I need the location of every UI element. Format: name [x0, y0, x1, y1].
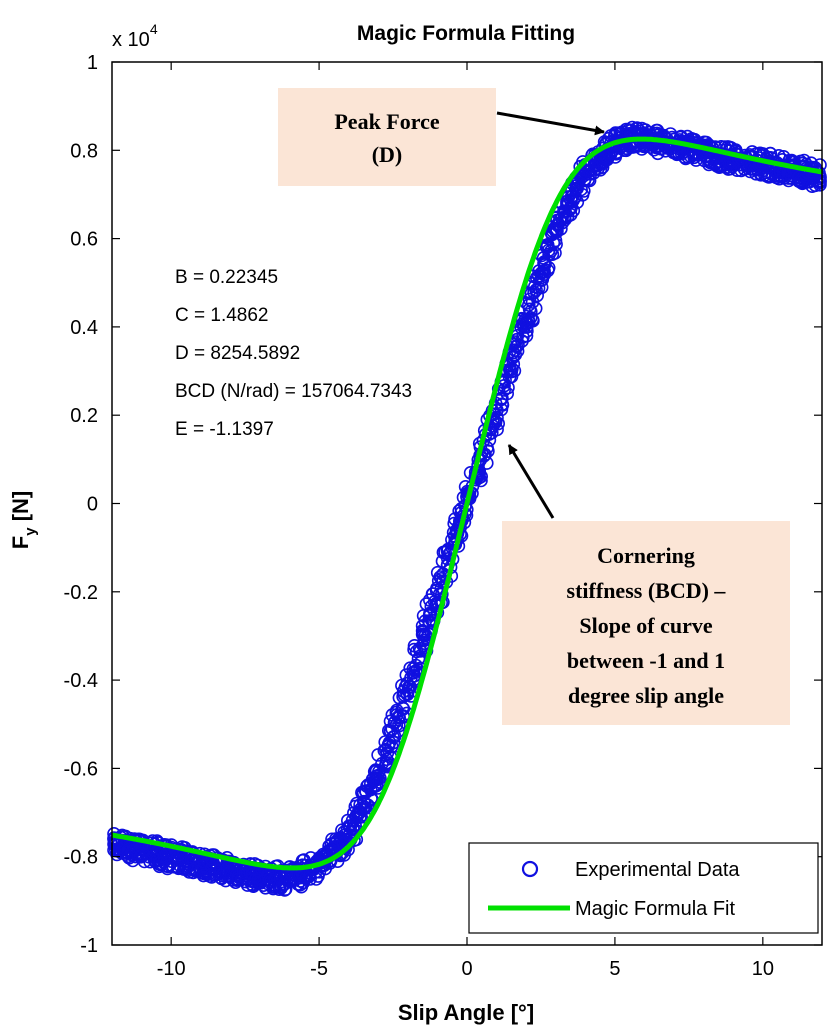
peak-force-line-1: Peak Force [334, 109, 440, 134]
x-axis-ticks: -10 -5 0 5 10 [157, 62, 774, 980]
legend-label-fit: Magic Formula Fit [575, 898, 735, 920]
cornering-stiffness-annotation: Cornering stiffness (BCD) – Slope of cur… [502, 444, 790, 725]
peak-force-box [278, 88, 496, 186]
experimental-data-point [497, 383, 512, 397]
param-bcd: BCD (N/rad) = 157064.7343 [175, 381, 412, 402]
x-tick-label: -10 [157, 958, 186, 980]
experimental-data-point [541, 263, 555, 278]
experimental-data-point [507, 363, 522, 378]
x-tick-label: 10 [752, 958, 774, 980]
cornering-stiffness-box [502, 521, 790, 725]
experimental-data-point [422, 614, 436, 628]
cornering-stiffness-arrow [507, 444, 555, 519]
y-exponent-label: x 104 [112, 21, 158, 51]
peak-force-arrow [496, 111, 605, 136]
y-exponent-power: 4 [150, 21, 158, 37]
experimental-data-point [411, 651, 426, 666]
parameter-block: B = 0.22345 C = 1.4862 D = 8254.5892 BCD… [175, 267, 412, 440]
experimental-data-point [495, 397, 509, 412]
experimental-data-point [160, 861, 175, 876]
experimental-data-point [396, 701, 411, 716]
y-tick-label: 0.4 [70, 317, 98, 339]
experimental-data-point [528, 301, 543, 316]
legend: Experimental Data Magic Formula Fit [468, 842, 819, 934]
legend-marker-experimental [521, 860, 539, 878]
y-tick-label: -0.8 [64, 847, 98, 869]
cornering-line-5: degree slip angle [568, 683, 724, 708]
param-c: C = 1.4862 [175, 305, 269, 326]
experimental-data-point [378, 758, 393, 773]
x-tick-label: 0 [461, 958, 472, 980]
y-tick-label: 1 [87, 52, 98, 74]
y-axis-label-subscript: y [22, 527, 39, 536]
x-tick-label: -5 [310, 958, 328, 980]
peak-force-line-2: (D) [372, 142, 403, 167]
experimental-data-point [524, 286, 539, 301]
cornering-line-2: stiffness (BCD) – [567, 578, 727, 603]
cornering-line-4: between -1 and 1 [567, 648, 725, 673]
experimental-data-point [325, 832, 339, 847]
y-tick-label: -0.4 [64, 670, 98, 692]
y-axis-label: Fy [N] [8, 491, 39, 549]
experimental-data-point [351, 805, 366, 820]
experimental-data-point [400, 676, 415, 691]
x-tick-label: 5 [609, 958, 620, 980]
experimental-data-point [542, 247, 556, 262]
param-b: B = 0.22345 [175, 267, 278, 288]
experimental-data-point [509, 339, 524, 354]
y-tick-label: -1 [80, 935, 98, 957]
experimental-data-point [522, 292, 537, 307]
legend-label-experimental: Experimental Data [575, 859, 740, 881]
peak-force-annotation: Peak Force (D) [278, 88, 605, 186]
cornering-line-3: Slope of curve [579, 613, 712, 638]
param-e: E = -1.1397 [175, 419, 274, 440]
param-d: D = 8254.5892 [175, 343, 300, 364]
y-axis-ticks: -1 -0.8 -0.6 -0.4 -0.2 0 0.2 0.4 0.6 0.8 1 [64, 52, 822, 957]
experimental-data-point [530, 288, 545, 303]
y-axis-label-unit: [N] [8, 491, 33, 528]
experimental-data-point [343, 825, 358, 840]
x-axis-label: Slip Angle [°] [398, 1000, 534, 1025]
chart-title: Magic Formula Fitting [357, 22, 575, 45]
y-tick-label: 0.8 [70, 140, 98, 162]
legend-box [468, 842, 819, 934]
experimental-data-point [490, 410, 504, 425]
y-tick-label: 0 [87, 494, 98, 516]
experimental-data-point [538, 256, 552, 271]
experimental-data-point [527, 279, 542, 294]
y-tick-label: -0.2 [64, 582, 98, 604]
experimental-data-point [540, 240, 555, 254]
y-tick-label: 0.6 [70, 229, 98, 251]
experimental-data-point [423, 606, 437, 621]
magic-formula-fit-line [111, 136, 823, 871]
y-tick-label: -0.6 [64, 758, 98, 780]
y-tick-label: 0.2 [70, 405, 98, 427]
experimental-data-point [813, 175, 827, 190]
experimental-data-point [385, 722, 400, 736]
cornering-line-1: Cornering [597, 543, 695, 568]
